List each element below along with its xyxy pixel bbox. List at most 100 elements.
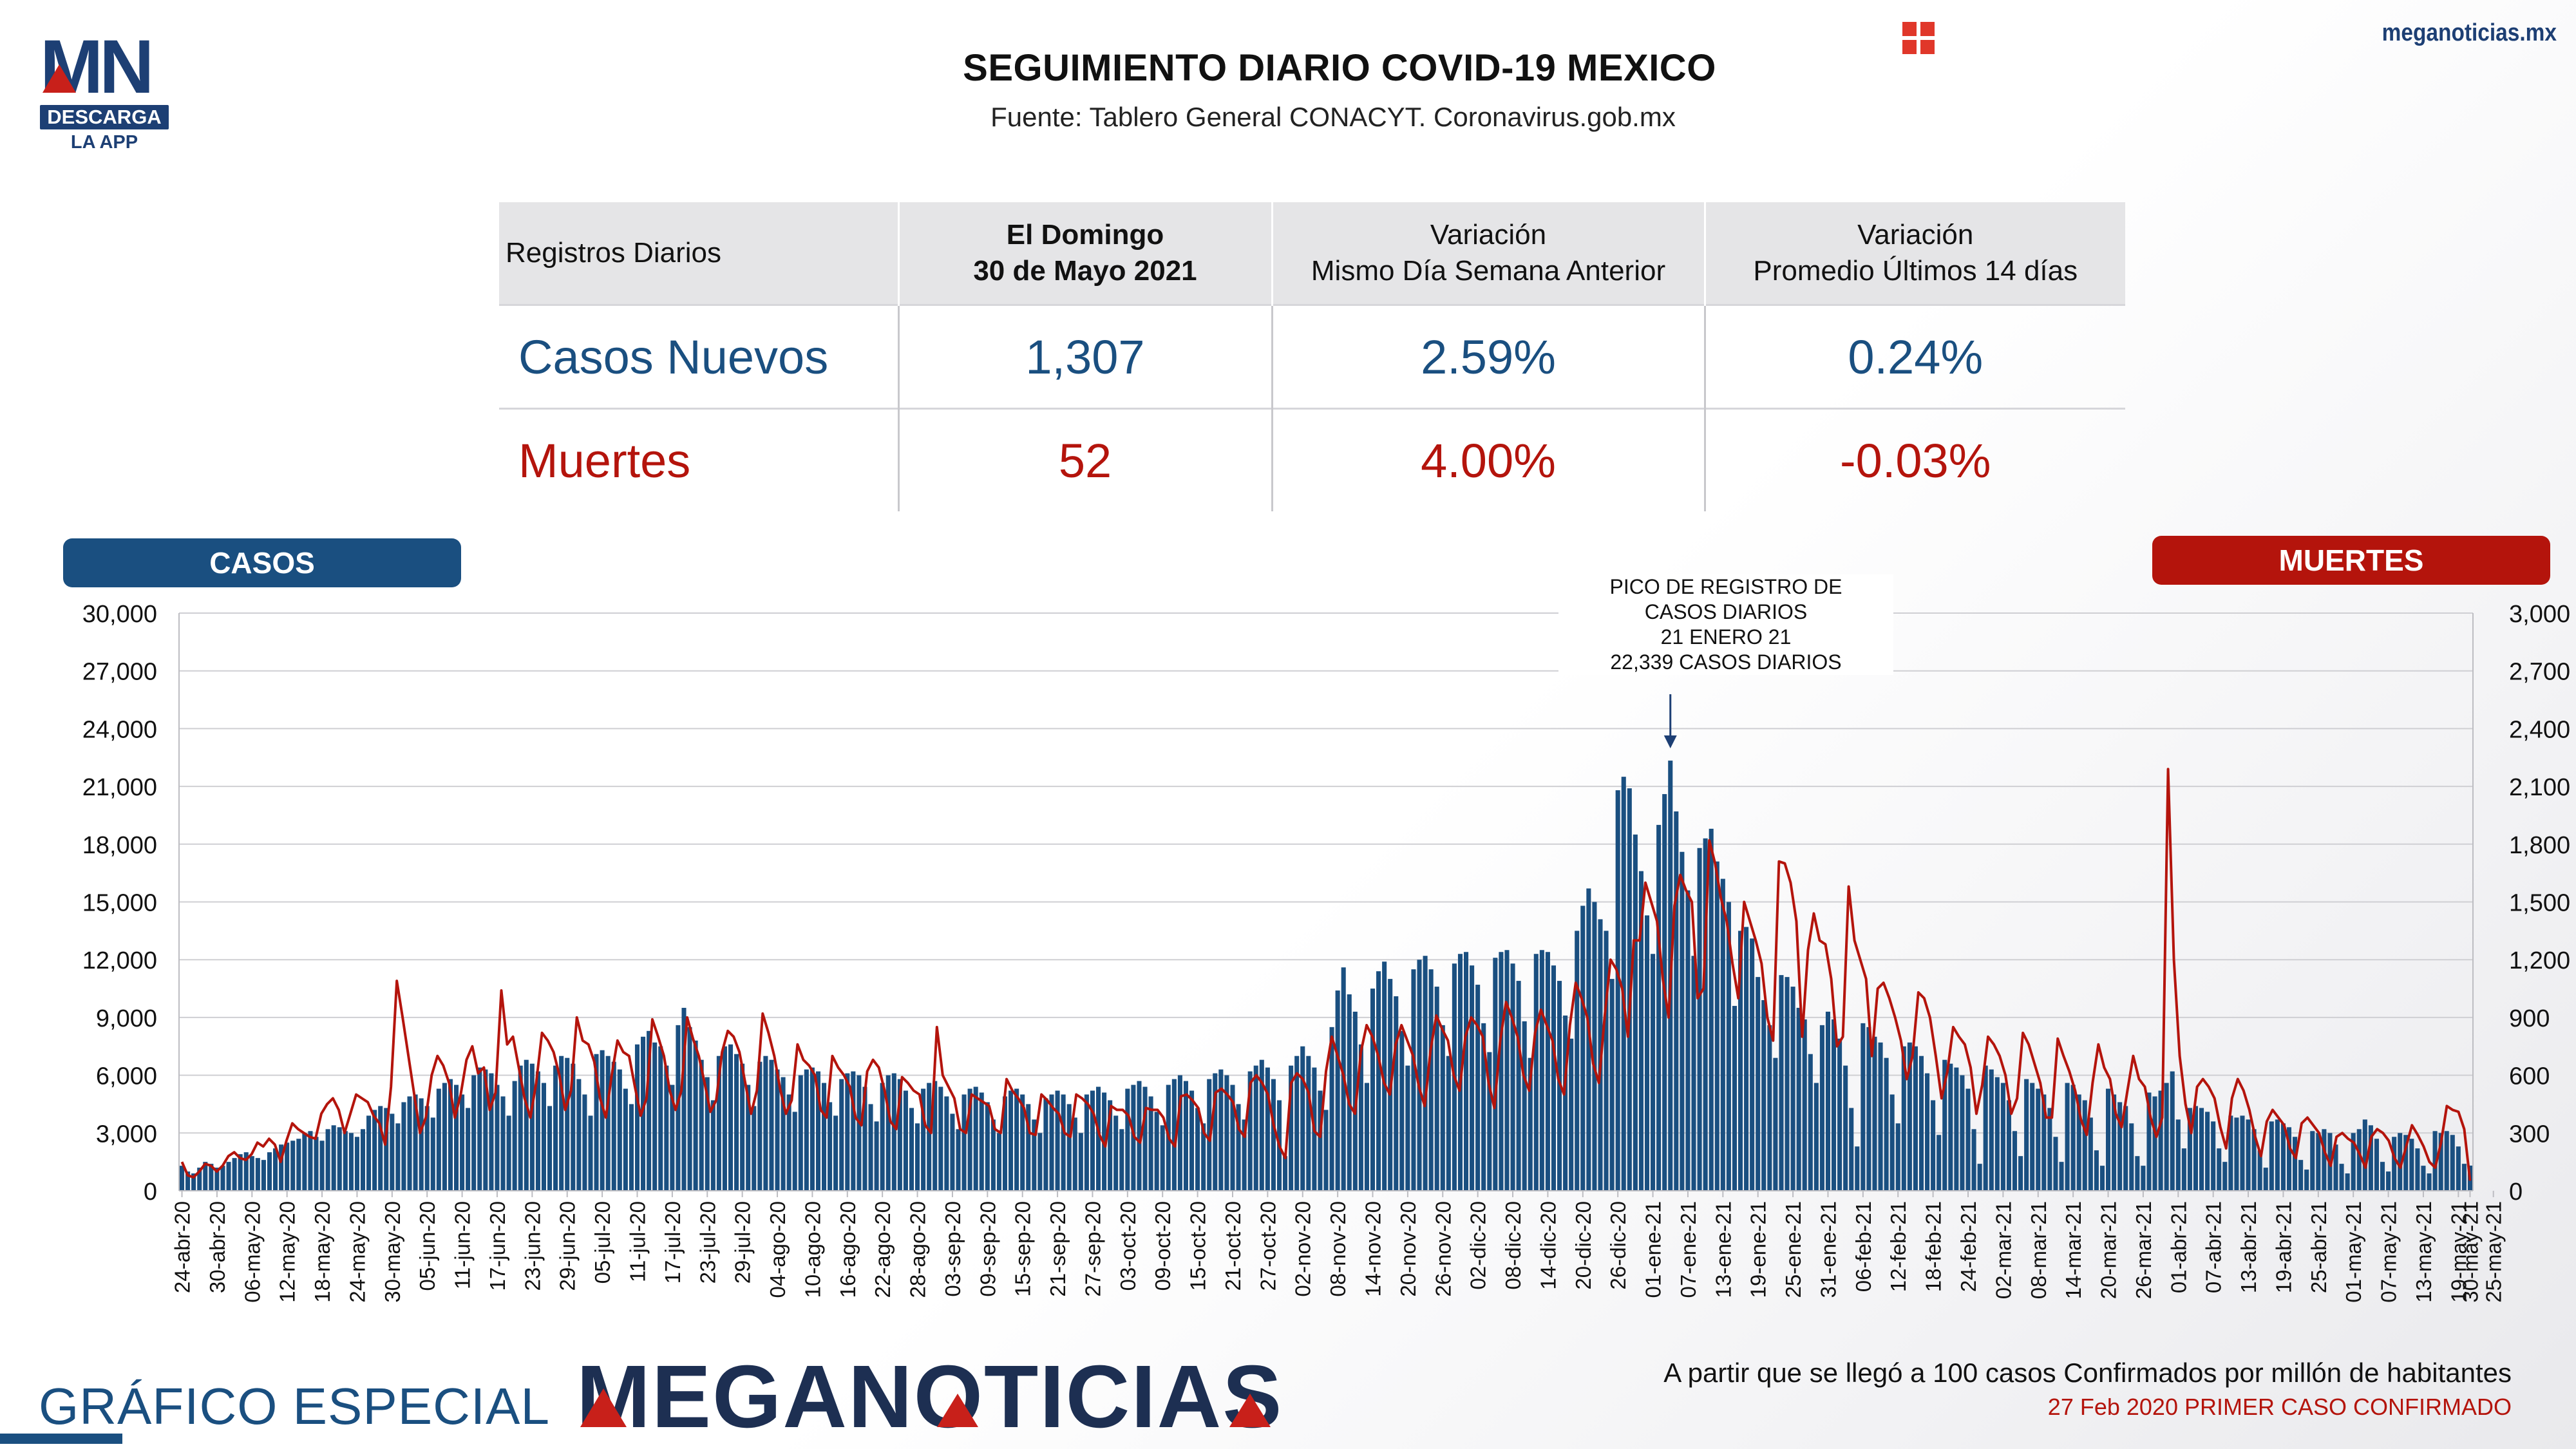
grid-icon[interactable] bbox=[1901, 21, 1936, 55]
case-bar bbox=[792, 1112, 797, 1191]
case-bar bbox=[722, 1046, 727, 1191]
x-tick-label: 25-may-21 bbox=[2482, 1201, 2506, 1303]
summary-header-var-week-line1: Variación bbox=[1430, 219, 1547, 251]
case-bar bbox=[769, 1059, 774, 1191]
case-bar bbox=[1061, 1094, 1066, 1191]
case-bar bbox=[354, 1137, 359, 1191]
case-bar bbox=[810, 1067, 815, 1191]
case-bar bbox=[1931, 1100, 1936, 1191]
x-tick-label: 30-may-20 bbox=[381, 1201, 404, 1303]
case-bar bbox=[693, 1040, 698, 1191]
x-tick-label: 21-oct-20 bbox=[1221, 1201, 1245, 1291]
x-tick-label: 16-ago-20 bbox=[836, 1201, 860, 1298]
case-bar bbox=[1814, 1083, 1819, 1191]
x-tick-label: 19-abr-21 bbox=[2271, 1201, 2295, 1293]
case-bar bbox=[921, 1088, 926, 1191]
case-bar bbox=[634, 1044, 640, 1191]
case-bar bbox=[1627, 788, 1632, 1191]
case-bar bbox=[880, 1083, 885, 1191]
x-tick-label: 25-abr-21 bbox=[2307, 1201, 2331, 1293]
case-bar bbox=[1633, 834, 1638, 1191]
case-bar bbox=[1300, 1046, 1305, 1191]
case-bar bbox=[2304, 1170, 2309, 1191]
summary-row-label: Casos Nuevos bbox=[499, 304, 900, 409]
y2-tick-label: 1,800 bbox=[2509, 832, 2570, 859]
y2-tick-label: 600 bbox=[2509, 1063, 2550, 1090]
case-bar bbox=[990, 1119, 996, 1191]
case-bar bbox=[2234, 1117, 2239, 1191]
case-bar bbox=[483, 1069, 488, 1191]
case-bar bbox=[343, 1131, 348, 1191]
case-bar bbox=[1656, 824, 1662, 1191]
case-bar bbox=[2175, 1119, 2181, 1191]
case-bar bbox=[1463, 952, 1469, 1191]
x-tick-label: 03-sep-20 bbox=[941, 1201, 965, 1297]
x-tick-label: 08-dic-20 bbox=[1501, 1201, 1525, 1290]
case-bar bbox=[1271, 1079, 1276, 1191]
x-tick-label: 12-may-20 bbox=[276, 1201, 299, 1303]
case-bar bbox=[1078, 1133, 1083, 1191]
case-bar bbox=[1638, 871, 1643, 1191]
case-bar bbox=[2047, 1108, 2052, 1191]
case-bar bbox=[337, 1127, 342, 1191]
case-bar bbox=[1720, 878, 1725, 1191]
case-bar bbox=[290, 1141, 296, 1191]
x-tick-label: 09-oct-20 bbox=[1151, 1201, 1175, 1291]
case-bar bbox=[460, 1094, 465, 1191]
case-bar bbox=[1889, 1094, 1895, 1191]
case-bar bbox=[226, 1162, 231, 1191]
case-bar bbox=[1177, 1075, 1182, 1191]
case-bar bbox=[862, 1086, 867, 1191]
case-bar bbox=[1382, 961, 1387, 1191]
case-bar bbox=[1843, 1065, 1848, 1191]
logo-app-label: LA APP bbox=[70, 132, 138, 153]
x-tick-label: 17-jul-20 bbox=[661, 1201, 685, 1283]
case-bar bbox=[348, 1133, 354, 1191]
case-bar bbox=[2310, 1131, 2315, 1191]
site-url-link[interactable]: meganoticias.mx bbox=[2382, 19, 2557, 46]
case-bar bbox=[1977, 1164, 1982, 1191]
x-tick-label: 24-abr-20 bbox=[171, 1201, 194, 1293]
x-tick-label: 18-may-20 bbox=[310, 1201, 334, 1303]
case-bar bbox=[1819, 1025, 1824, 1191]
case-bar bbox=[857, 1075, 862, 1191]
x-tick-label: 09-sep-20 bbox=[976, 1201, 999, 1297]
case-bar bbox=[588, 1115, 593, 1191]
brand-accent-triangle-3 bbox=[1229, 1394, 1271, 1427]
case-bar bbox=[1680, 851, 1685, 1191]
cases-axis-pill: CASOS bbox=[63, 538, 461, 587]
x-tick-label: 10-ago-20 bbox=[800, 1201, 824, 1298]
case-bar bbox=[471, 1075, 477, 1191]
case-bar bbox=[1586, 888, 1591, 1191]
peak-annotation-line1: PICO DE REGISTRO DE bbox=[1609, 575, 1842, 598]
case-bar bbox=[2000, 1083, 2005, 1191]
case-bar bbox=[1750, 938, 1755, 1191]
case-bar bbox=[605, 1056, 611, 1191]
case-bar bbox=[2251, 1129, 2257, 1191]
case-bar bbox=[390, 1113, 395, 1191]
case-bar bbox=[786, 1094, 791, 1191]
y-tick-label: 3,000 bbox=[96, 1121, 157, 1148]
case-bar bbox=[1131, 1084, 1136, 1191]
case-bar bbox=[1790, 987, 1795, 1191]
case-bar bbox=[652, 1042, 658, 1191]
case-bar bbox=[1779, 975, 1784, 1191]
case-bar bbox=[2105, 1088, 2111, 1191]
x-tick-label: 29-jul-20 bbox=[731, 1201, 755, 1283]
case-bar bbox=[891, 1073, 896, 1191]
summary-row-var-avg: 0.24% bbox=[1705, 304, 2125, 409]
case-bar bbox=[1808, 1054, 1813, 1191]
case-bar bbox=[804, 1069, 809, 1191]
case-bar bbox=[775, 1069, 780, 1191]
case-bar bbox=[407, 1096, 412, 1191]
case-bar bbox=[512, 1081, 517, 1191]
case-bar bbox=[821, 1083, 827, 1191]
case-bar bbox=[1522, 1021, 1527, 1191]
case-bar bbox=[2030, 1083, 2035, 1191]
x-tick-label: 30-abr-20 bbox=[205, 1201, 229, 1293]
case-bar bbox=[1551, 965, 1557, 1191]
case-bar bbox=[927, 1083, 932, 1191]
case-bar bbox=[2339, 1164, 2344, 1191]
case-bar bbox=[874, 1121, 879, 1191]
app-logo[interactable]: MN DESCARGA LA APP bbox=[37, 24, 171, 155]
